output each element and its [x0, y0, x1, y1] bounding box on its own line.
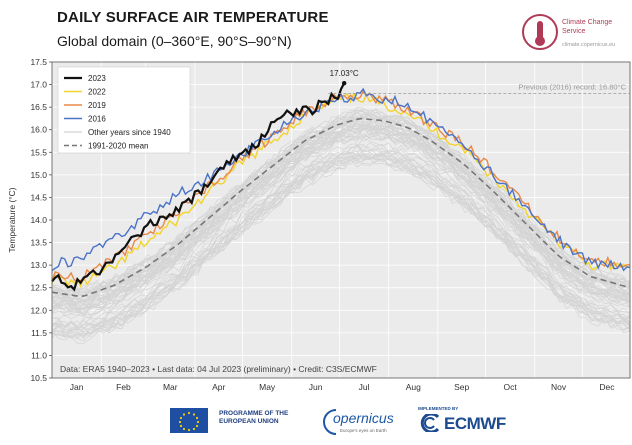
credit-text: Data: ERA5 1940–2023 • Last data: 04 Jul…: [60, 364, 377, 374]
other-year-line: [51, 108, 631, 294]
y-tick-label: 15.0: [30, 170, 47, 180]
legend-label: 2019: [88, 101, 106, 110]
legend-label: 2022: [88, 88, 106, 97]
c3s-url[interactable]: climate.copernicus.eu: [562, 42, 616, 48]
x-tick-label: Sep: [454, 382, 469, 392]
copernicus-wordmark: opernicus: [333, 410, 394, 426]
y-tick-label: 14.0: [30, 215, 47, 225]
legend-box: [57, 66, 191, 154]
c3s-logo[interactable]: Climate Change Service climate.copernicu…: [520, 12, 628, 54]
ecmwf-wordmark: ECMWF: [444, 414, 506, 433]
copernicus-logo-icon: [323, 409, 337, 435]
y-tick-label: 15.5: [30, 147, 47, 157]
record-label: Previous (2016) record: 16.80°C: [518, 83, 626, 92]
y-tick-label: 12.5: [30, 283, 47, 293]
eu-programme-text: PROGRAMME OF THE EUROPEAN UNION: [219, 410, 289, 425]
legend: 2023 2022 2019 2016 Other years since 1940 19…: [57, 66, 191, 154]
x-tick-label: Apr: [212, 382, 225, 392]
y-tick-label: 16.0: [30, 125, 47, 135]
x-tick-label: Nov: [551, 382, 567, 392]
y-tick-label: 13.0: [30, 260, 47, 270]
y-axis-label: Temperature (°C): [7, 187, 17, 252]
y-tick-label: 11.0: [31, 350, 47, 360]
y-tick-label: 13.5: [30, 238, 47, 248]
x-tick-label: Jul: [359, 382, 370, 392]
other-year-line: [51, 114, 631, 302]
legend-label: 2016: [88, 115, 106, 124]
ecmwf-implemented-by: IMPLEMENTED BY: [418, 406, 459, 411]
legend-label: Other years since 1940: [88, 128, 171, 137]
y-tick-label: 16.5: [30, 102, 47, 112]
other-year-line: [51, 153, 631, 337]
x-tick-label: Oct: [503, 382, 517, 392]
x-tick-label: Mar: [163, 382, 178, 392]
legend-label: 2023: [88, 74, 106, 83]
chart-title: DAILY SURFACE AIR TEMPERATURE: [57, 9, 329, 26]
y-tick-label: 14.5: [30, 192, 47, 202]
other-year-line: [51, 137, 631, 320]
y-tick-label: 10.5: [30, 373, 47, 383]
x-tick-label: Feb: [116, 382, 131, 392]
other-year-line: [51, 133, 631, 316]
other-year-line: [51, 157, 631, 344]
chart-subtitle: Global domain (0–360°E, 90°S–90°N): [57, 33, 292, 49]
other-years-group: [51, 107, 631, 344]
x-tick-label: May: [259, 382, 276, 392]
copernicus-tagline: Europe's eyes on Earth: [340, 428, 387, 433]
y-tick-label: 17.5: [30, 57, 47, 67]
ecmwf-logo-icon: [420, 414, 440, 432]
annotation-label: 17.03°C: [330, 69, 359, 78]
legend-label: 1991-2020 mean: [88, 142, 149, 151]
temperature-chart: Previous (2016) record: 16.80°C 17.03°C 10…: [7, 57, 632, 392]
x-tick-label: Jun: [309, 382, 323, 392]
eu-flag-icon: [170, 408, 208, 433]
series-2016-line: [51, 87, 631, 272]
series-mean-line: [51, 117, 629, 298]
other-year-line: [51, 126, 631, 310]
y-tick-label: 12.0: [30, 305, 47, 315]
c3s-emblem-icon: [522, 14, 558, 50]
series-2023-line: [51, 82, 346, 292]
y-tick-label: 11.5: [31, 328, 47, 338]
c3s-name: Climate Change Service: [562, 19, 613, 35]
other-year-line: [51, 154, 631, 340]
other-year-line: [51, 131, 631, 316]
y-tick-label: 17.0: [30, 80, 47, 90]
other-year-line: [51, 150, 631, 332]
other-year-line: [51, 111, 631, 296]
other-year-line: [51, 144, 631, 329]
other-year-line: [51, 122, 631, 305]
x-tick-label: Jan: [70, 382, 84, 392]
annotation-marker: [341, 81, 347, 86]
x-tick-label: Aug: [406, 382, 421, 392]
other-year-line: [51, 117, 631, 303]
x-tick-label: Dec: [599, 382, 615, 392]
